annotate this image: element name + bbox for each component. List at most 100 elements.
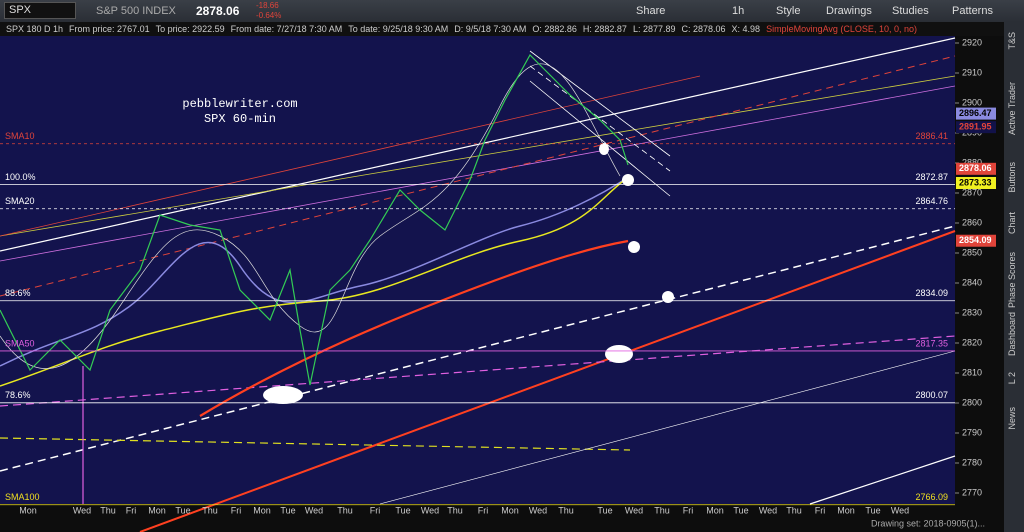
- sidebar-tab[interactable]: News: [1007, 407, 1017, 430]
- price-tick-label: 2850: [962, 247, 982, 257]
- time-tick-label: Thu: [100, 505, 116, 515]
- price-tag-label: 2878.06: [959, 163, 992, 173]
- annotation: SPX 60-min: [204, 112, 276, 126]
- time-tick-label: Wed: [759, 505, 777, 515]
- time-tick-label: Tue: [280, 505, 295, 515]
- price-tag: [956, 177, 996, 190]
- drawings: [0, 37, 956, 532]
- level-price-label: 2886.41: [915, 131, 948, 141]
- level-left-label: 100.0%: [5, 172, 36, 182]
- sidebar-tab[interactable]: Buttons: [1007, 162, 1017, 193]
- time-tick-label: Wed: [891, 505, 909, 515]
- info-item: C: 2878.06: [681, 24, 726, 34]
- info-item: O: 2882.86: [532, 24, 577, 34]
- time-tick-label: Fri: [815, 505, 826, 515]
- price-tick-label: 2780: [962, 457, 982, 467]
- price-tick-label: 2910: [962, 67, 982, 77]
- button[interactable]: Drawings: [826, 5, 872, 17]
- sidebar-tab[interactable]: Dashboard: [1007, 312, 1017, 357]
- info-item: From date: 7/27/18 7:30 AM: [230, 24, 343, 34]
- price-tick-label: 2810: [962, 367, 982, 377]
- sidebar: T&S Active Trader Buttons Chart Phase Scores…: [1004, 22, 1024, 532]
- time-tick-label: Thu: [447, 505, 463, 515]
- info-item: L: 2877.89: [632, 24, 676, 34]
- level-left-label: 88.6%: [5, 288, 31, 298]
- sidebar-tab[interactable]: Active Trader: [1007, 82, 1017, 136]
- time-tick-label: Fri: [126, 505, 137, 515]
- time-tick-label: Mon: [501, 505, 519, 515]
- annotation: pebblewriter.com: [182, 97, 297, 111]
- info-item: SPX 180 D 1h: [6, 24, 64, 34]
- time-tick-label: Thu: [558, 505, 574, 515]
- time-tick-label: Tue: [597, 505, 612, 515]
- time-tick-label: Thu: [202, 505, 218, 515]
- time-tick-label: Wed: [73, 505, 91, 515]
- time-tick-label: Mon: [19, 505, 37, 515]
- price-tick-label: 2800: [962, 397, 982, 407]
- symbol-input[interactable]: SPX: [4, 2, 76, 19]
- time-tick-label: Wed: [625, 505, 643, 515]
- price-tag: [956, 234, 996, 247]
- info-item: D: 9/5/18 7:30 AM: [454, 24, 527, 34]
- toolbar: SPX S&P 500 INDEX 2878.06 -18.66 -0.64% …: [0, 0, 1024, 22]
- level-left-label: 78.6%: [5, 390, 31, 400]
- price-tag-label: 2873.33: [959, 177, 992, 187]
- chart: pebblewriter.com SPX 60-min Drawing set:…: [0, 36, 1004, 532]
- price-tag: [956, 162, 996, 175]
- time-tick-label: Thu: [337, 505, 353, 515]
- price-tick-label: 2840: [962, 277, 982, 287]
- level-price-label: 2864.76: [915, 196, 948, 206]
- info-item: From price: 2767.01: [69, 24, 150, 34]
- button[interactable]: Patterns: [952, 5, 993, 17]
- time-tick-label: Fri: [370, 505, 381, 515]
- price-tag-label: 2896.47: [959, 108, 992, 118]
- time-tick-label: Fri: [683, 505, 694, 515]
- time-tick-label: Wed: [421, 505, 439, 515]
- sidebar-tab[interactable]: L 2: [1007, 372, 1017, 385]
- level-price-label: 2766.09: [915, 492, 948, 502]
- price-tick-label: 2790: [962, 427, 982, 437]
- time-tick-label: Wed: [529, 505, 547, 515]
- time-tick-label: Tue: [175, 505, 190, 515]
- time-tick-label: Fri: [478, 505, 489, 515]
- info-bar: SPX 180 D 1h From price: 2767.01 To price:…: [0, 22, 1004, 36]
- info-item: SimpleMovingAvg (CLOSE, 10, 0, no): [766, 24, 917, 34]
- time-axis: [0, 504, 955, 532]
- time-tick-label: Mon: [837, 505, 855, 515]
- level-left-label: SMA20: [5, 196, 35, 206]
- time-tick-label: Tue: [865, 505, 880, 515]
- button[interactable]: Share: [636, 5, 666, 17]
- info-item: To price: 2922.59: [155, 24, 225, 34]
- level-left-label: SMA10: [5, 131, 35, 141]
- index-name: S&P 500 INDEX: [96, 5, 176, 17]
- price-tick-label: 2900: [962, 97, 982, 107]
- price-tick-label: 2860: [962, 217, 982, 227]
- last-price: 2878.06: [196, 4, 240, 18]
- time-tick-label: Fri: [231, 505, 242, 515]
- level-left-label: SMA100: [5, 492, 40, 502]
- drawing-set: Drawing set: 2018-0905(1)...: [871, 518, 985, 528]
- info-item: To date: 9/25/18 9:30 AM: [348, 24, 449, 34]
- change-pct: -0.64%: [256, 11, 282, 20]
- level-price-label: 2817.35: [915, 338, 948, 348]
- sidebar-tab[interactable]: T&S: [1007, 32, 1017, 50]
- button[interactable]: 1h: [732, 5, 745, 17]
- price-tag: [956, 121, 996, 134]
- price-tick-label: 2820: [962, 337, 982, 347]
- price-tick-label: 2770: [962, 487, 982, 497]
- sidebar-tab[interactable]: Chart: [1007, 212, 1017, 235]
- price-tick-label: 2830: [962, 307, 982, 317]
- time-tick-label: Tue: [733, 505, 748, 515]
- button[interactable]: Studies: [892, 5, 929, 17]
- sidebar-tab[interactable]: Phase Scores: [1007, 252, 1017, 309]
- button[interactable]: Style: [776, 5, 801, 17]
- time-tick-label: Mon: [706, 505, 724, 515]
- change: -18.66: [256, 1, 279, 10]
- price-tag: [956, 107, 996, 120]
- time-tick-label: Mon: [253, 505, 271, 515]
- price-tick-label: 2870: [962, 187, 982, 197]
- info-item: H: 2882.87: [582, 24, 627, 34]
- price-tick-label: 2920: [962, 37, 982, 47]
- time-tick-label: Thu: [654, 505, 670, 515]
- price-tag-label: 2854.09: [959, 235, 992, 245]
